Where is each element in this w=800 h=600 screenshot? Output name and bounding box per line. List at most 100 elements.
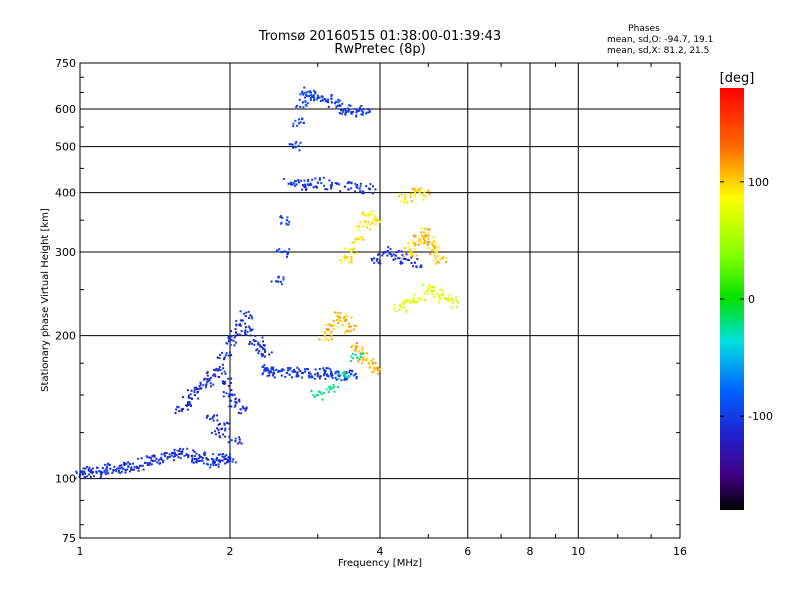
data-point xyxy=(244,315,247,318)
data-point-echo xyxy=(195,386,198,389)
data-point-echo xyxy=(362,192,365,195)
data-point-echo xyxy=(406,201,409,204)
data-point-echo xyxy=(262,354,265,357)
data-point-echo xyxy=(293,184,296,187)
data-point-echo xyxy=(426,292,429,295)
data-point-echo xyxy=(306,102,309,105)
data-point-echo xyxy=(228,393,231,396)
data-point-echo xyxy=(398,309,401,312)
data-point-echo xyxy=(377,253,380,256)
data-point xyxy=(293,370,297,373)
data-point-echo xyxy=(435,250,438,253)
data-point-echo xyxy=(288,248,291,251)
data-point-echo xyxy=(178,410,181,413)
data-point-echo xyxy=(223,455,226,458)
data-point-echo xyxy=(323,369,326,372)
data-point-echo xyxy=(334,371,337,374)
data-point-echo xyxy=(205,384,208,387)
data-point-echo xyxy=(273,376,276,379)
data-point xyxy=(337,315,340,318)
data-point-echo xyxy=(164,454,167,457)
data-point-echo xyxy=(428,283,431,286)
data-point-echo xyxy=(400,200,403,203)
data-point-echo xyxy=(411,188,414,191)
data-point-echo xyxy=(423,227,426,230)
data-point xyxy=(316,373,319,376)
data-point xyxy=(356,356,359,359)
data-point-echo xyxy=(434,242,437,245)
data-point-echo xyxy=(359,185,362,188)
data-point-echo xyxy=(330,370,333,373)
data-point-echo xyxy=(295,140,298,143)
data-point-echo xyxy=(428,192,431,195)
data-point-echo xyxy=(229,343,232,346)
data-point-echo xyxy=(240,442,243,445)
data-point-echo xyxy=(296,104,299,107)
data-point-echo xyxy=(446,298,449,301)
data-point-echo xyxy=(400,250,403,253)
data-point-echo xyxy=(375,259,378,262)
data-point-echo xyxy=(314,185,317,188)
data-point-echo xyxy=(245,334,248,337)
data-point-echo xyxy=(418,191,421,194)
data-point-echo xyxy=(404,199,407,202)
data-point-echo xyxy=(218,357,221,360)
data-point-echo xyxy=(401,261,404,264)
data-point-echo xyxy=(212,458,215,461)
data-point-echo xyxy=(403,201,406,204)
data-point-echo xyxy=(263,344,266,347)
data-point-echo xyxy=(212,368,215,371)
data-point-echo xyxy=(190,397,193,400)
data-point-echo xyxy=(351,370,354,373)
data-point-echo xyxy=(216,356,219,359)
data-point-echo xyxy=(263,363,266,366)
data-point-echo xyxy=(186,447,189,450)
data-point xyxy=(343,319,347,322)
data-point-echo xyxy=(359,353,362,356)
data-point-echo xyxy=(225,461,228,464)
data-point-echo xyxy=(383,251,386,254)
data-point-echo xyxy=(413,248,416,251)
data-point-echo xyxy=(355,377,358,380)
data-point-echo xyxy=(420,234,423,237)
data-point-echo xyxy=(359,182,362,185)
data-point-echo xyxy=(323,374,326,377)
data-point xyxy=(418,237,421,240)
data-point-echo xyxy=(354,372,357,375)
data-point xyxy=(356,237,359,240)
data-point-echo xyxy=(141,464,144,467)
data-point-echo xyxy=(374,223,377,226)
data-point-echo xyxy=(433,245,436,248)
data-point-echo xyxy=(354,353,357,356)
data-point-echo xyxy=(346,330,349,333)
data-point xyxy=(135,465,138,468)
data-point-echo xyxy=(398,303,401,306)
data-point-echo xyxy=(182,408,185,411)
data-point-echo xyxy=(287,366,290,369)
data-point-echo xyxy=(244,331,247,334)
x-tick-label: 2 xyxy=(227,545,234,558)
data-point-echo xyxy=(106,465,109,468)
data-point-echo xyxy=(382,252,385,255)
data-point-echo xyxy=(355,225,358,228)
data-point-echo xyxy=(112,468,115,471)
data-point-echo xyxy=(434,246,437,249)
data-point-echo xyxy=(318,338,321,341)
data-point-echo xyxy=(432,235,435,238)
data-point-echo xyxy=(368,108,371,111)
data-point-echo xyxy=(423,191,426,194)
data-point-echo xyxy=(192,449,195,452)
data-point-echo xyxy=(199,383,202,386)
data-point-echo xyxy=(216,419,219,422)
data-point-echo xyxy=(323,331,326,334)
data-point xyxy=(316,394,319,397)
data-point-echo xyxy=(299,370,302,373)
data-point xyxy=(277,280,280,283)
data-point-echo xyxy=(328,323,331,326)
data-point-echo xyxy=(120,470,123,473)
data-point-echo xyxy=(330,97,333,100)
data-point-echo xyxy=(266,368,269,371)
data-point-echo xyxy=(397,195,400,198)
data-point-echo xyxy=(244,332,247,335)
